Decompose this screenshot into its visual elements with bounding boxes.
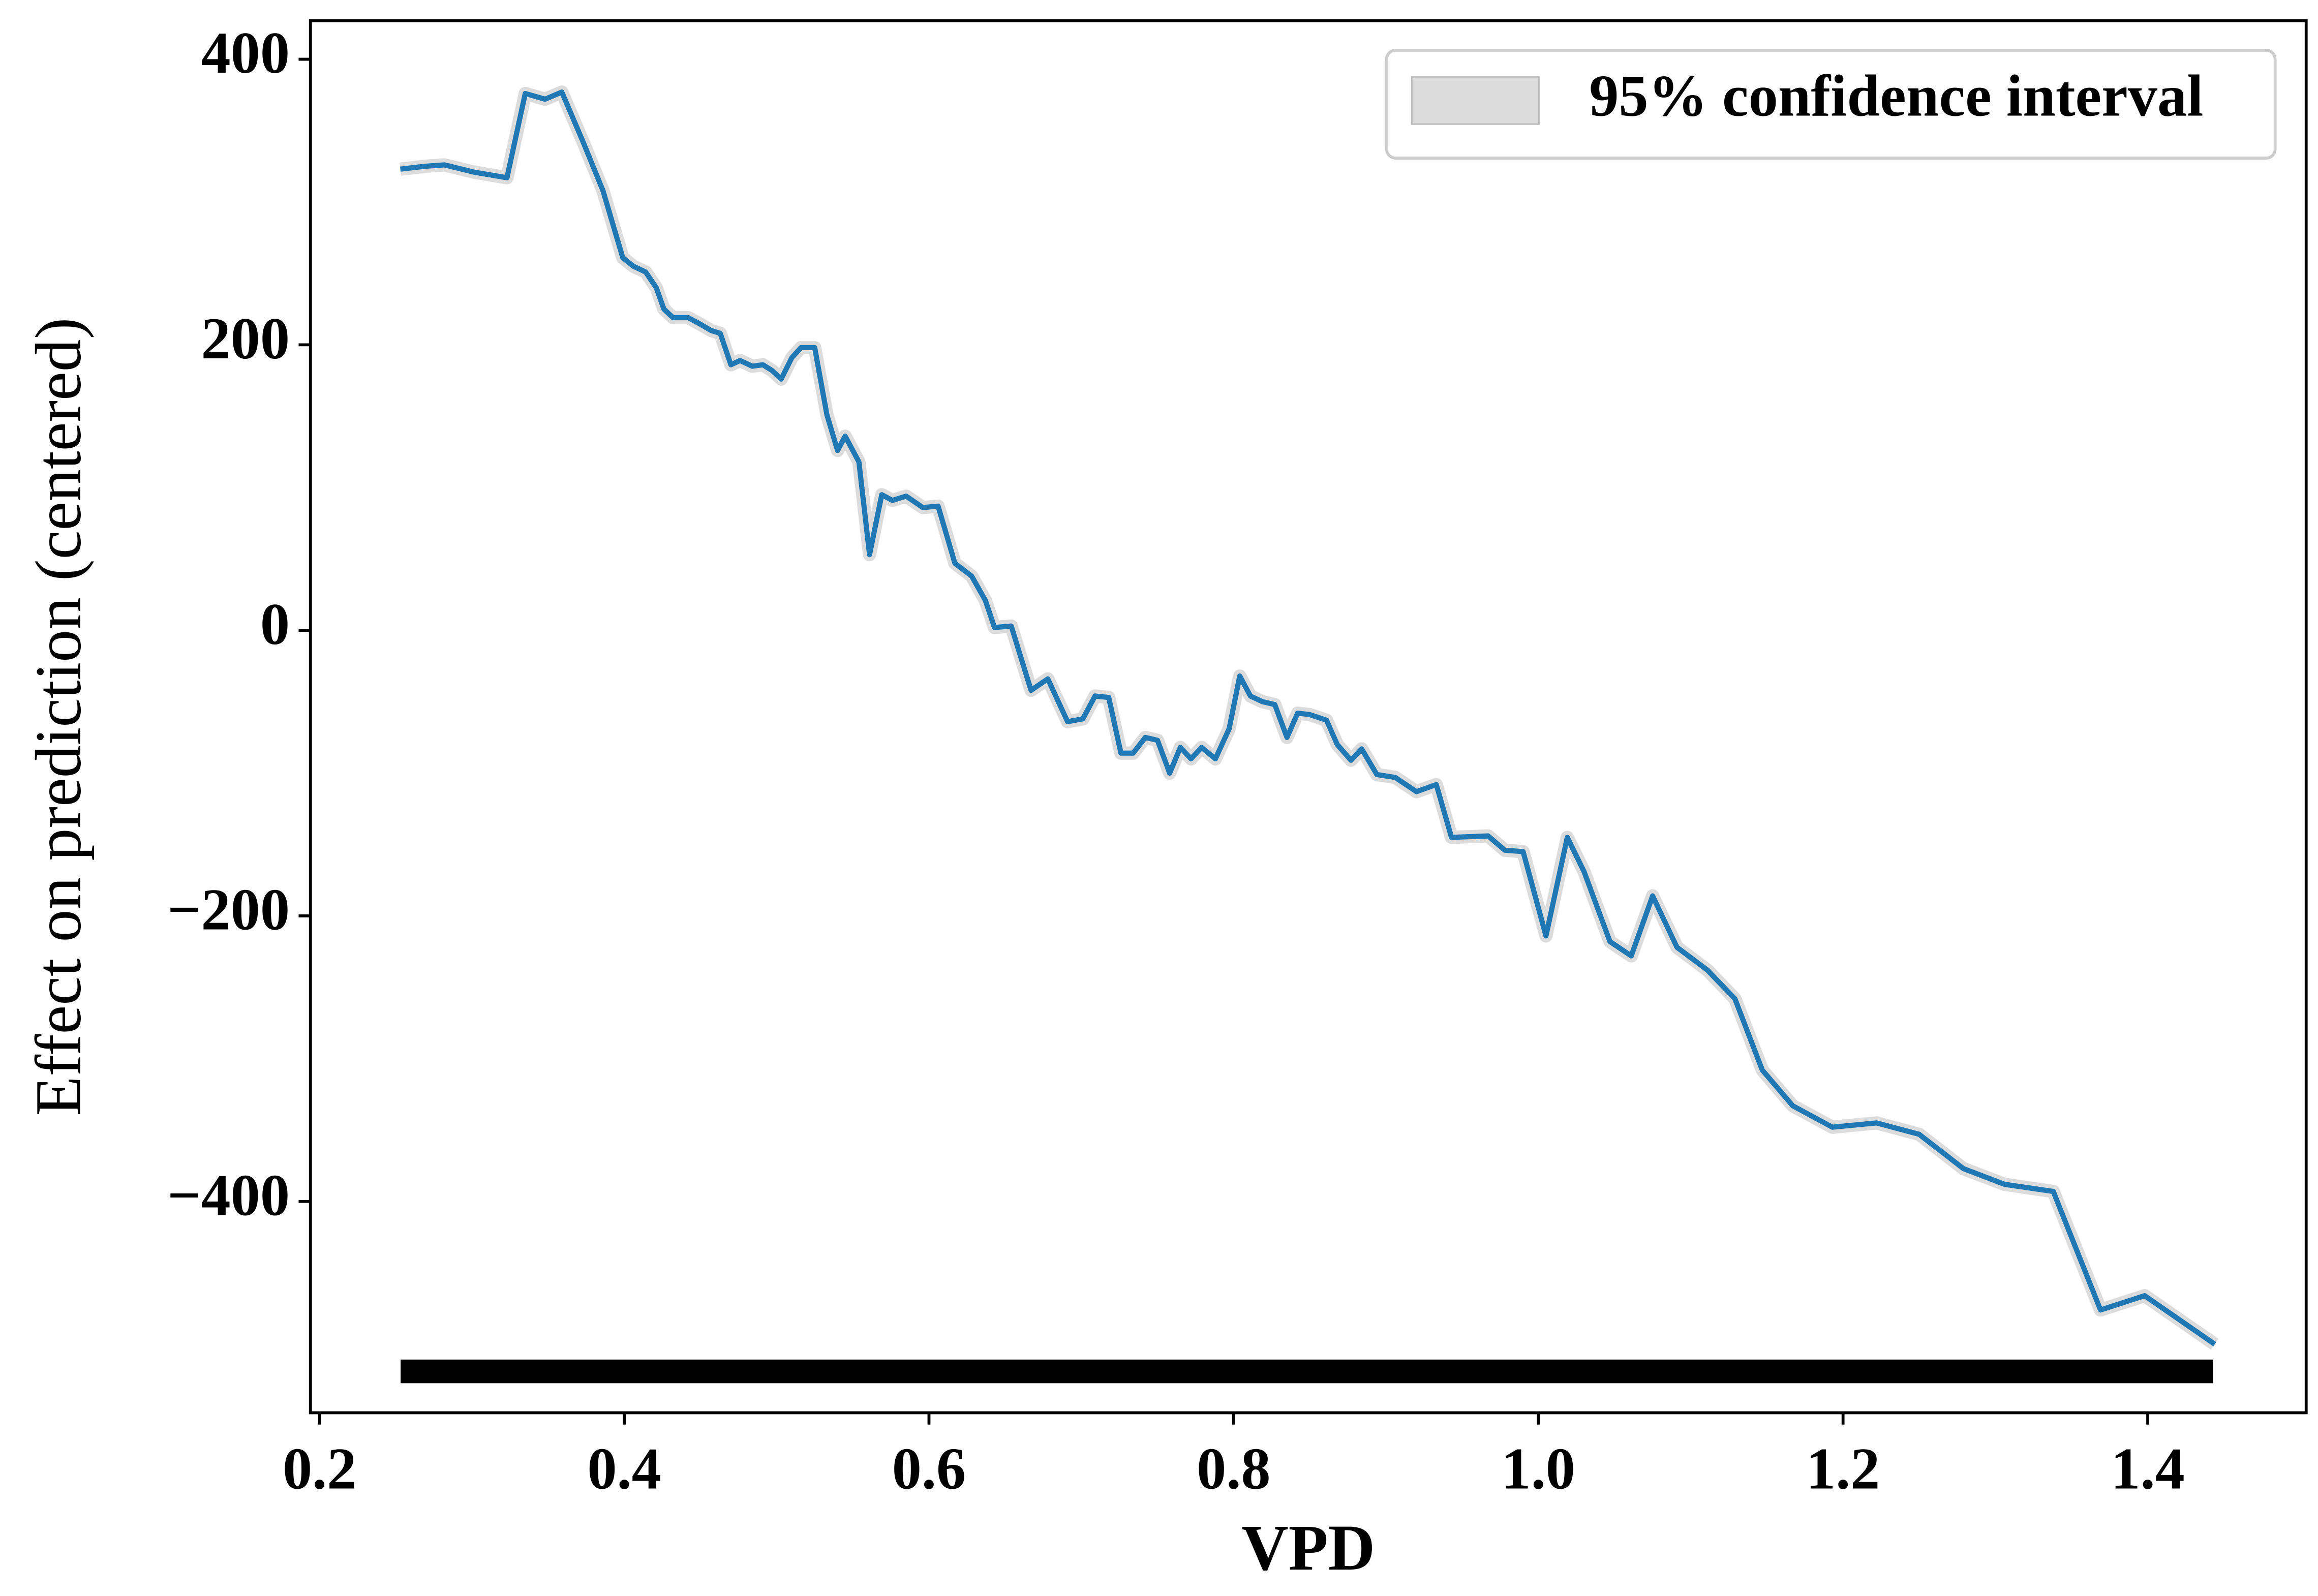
x-tick-label: 0.8: [1197, 1436, 1270, 1501]
x-tick-label: 0.6: [892, 1436, 966, 1501]
y-axis-label: Effect on prediction (centered): [22, 318, 94, 1116]
line: [400, 89, 2216, 1346]
x-tick-label: 1.2: [1806, 1436, 1880, 1501]
confidence-band: [400, 85, 2219, 1350]
x-tick-label: 1.4: [2111, 1436, 2184, 1501]
rug: [401, 1359, 2213, 1384]
plot-frame: [309, 19, 2308, 1415]
y-tick-label: −400: [167, 1162, 290, 1228]
legend-swatch: [1411, 76, 1540, 125]
x-axis-label: VPD: [1241, 1512, 1375, 1584]
y-tick-label: 400: [201, 20, 290, 86]
y-tick-label: 0: [260, 592, 290, 657]
x-tick-label: 0.2: [283, 1436, 356, 1501]
x-tick-label: 1.0: [1502, 1436, 1575, 1501]
legend-label: 95% confidence interval: [1589, 63, 2203, 129]
y-tick-label: −200: [167, 877, 290, 943]
legend: [1385, 48, 2277, 160]
y-tick-label: 200: [201, 306, 290, 372]
x-tick-label: 0.4: [587, 1436, 661, 1501]
